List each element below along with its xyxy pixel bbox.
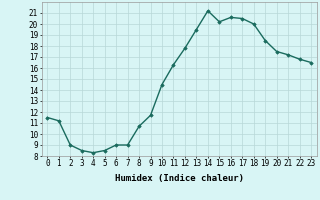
X-axis label: Humidex (Indice chaleur): Humidex (Indice chaleur): [115, 174, 244, 183]
